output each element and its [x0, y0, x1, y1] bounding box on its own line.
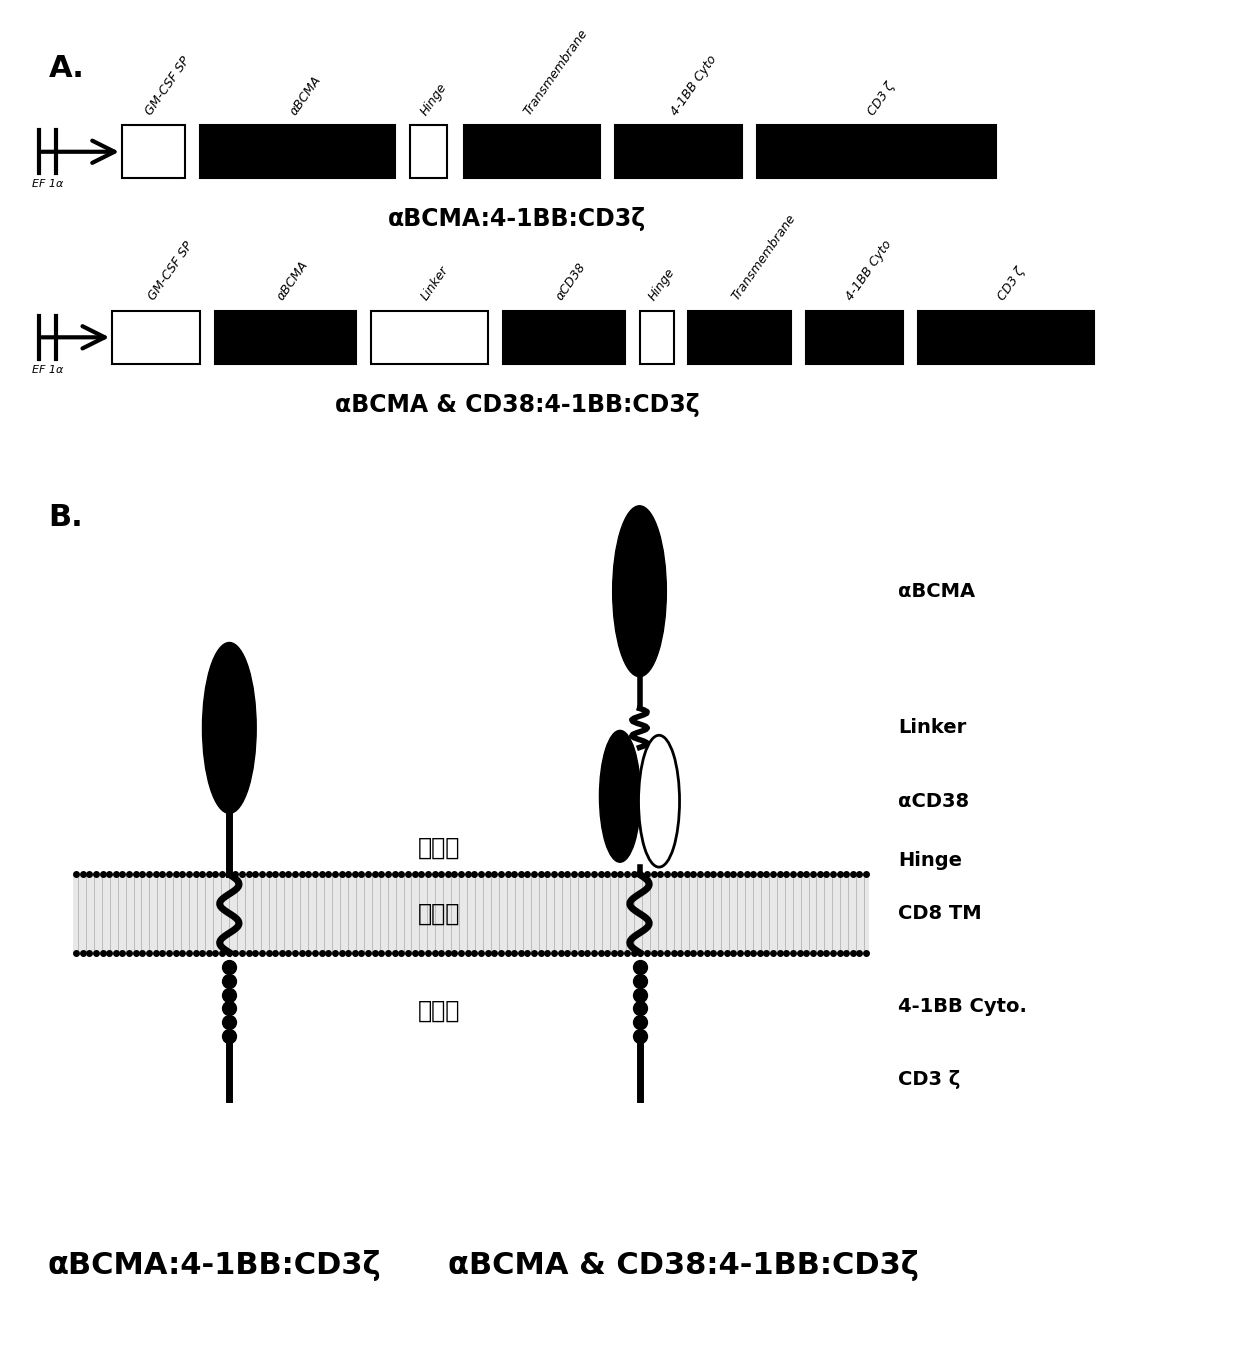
Text: Transmembrane: Transmembrane — [729, 212, 799, 304]
Text: CD3 ζ: CD3 ζ — [898, 1070, 961, 1089]
Ellipse shape — [202, 643, 257, 814]
Text: Hinge: Hinge — [898, 852, 962, 871]
Bar — [640, 311, 673, 363]
Text: αCD38: αCD38 — [553, 260, 588, 304]
Bar — [615, 125, 742, 178]
Text: A.: A. — [48, 54, 84, 83]
Bar — [756, 125, 996, 178]
Text: αBCMA & CD38:4-1BB:CD3ζ: αBCMA & CD38:4-1BB:CD3ζ — [448, 1250, 919, 1280]
Ellipse shape — [599, 731, 641, 862]
Bar — [200, 125, 396, 178]
Text: EF 1α: EF 1α — [32, 365, 63, 374]
Bar — [215, 311, 356, 363]
Text: αBCMA: αBCMA — [286, 73, 324, 118]
Text: Linker: Linker — [898, 719, 966, 738]
Text: αBCMA & CD38:4-1BB:CD3ζ: αBCMA & CD38:4-1BB:CD3ζ — [335, 393, 699, 418]
Bar — [918, 311, 1094, 363]
Text: B.: B. — [48, 503, 83, 533]
Text: Hinge: Hinge — [646, 266, 677, 304]
Text: 4-1BB Cyto: 4-1BB Cyto — [668, 53, 719, 118]
Ellipse shape — [639, 735, 680, 866]
Text: CD8 TM: CD8 TM — [898, 904, 982, 923]
Ellipse shape — [613, 506, 666, 677]
Bar — [73, 875, 869, 952]
Text: 细胞内: 细胞内 — [418, 999, 460, 1024]
Text: αBCMA:4-1BB:CD3ζ: αBCMA:4-1BB:CD3ζ — [48, 1250, 382, 1280]
Bar — [410, 125, 448, 178]
Text: 细胞膜: 细胞膜 — [418, 902, 460, 926]
Text: EF 1α: EF 1α — [32, 179, 63, 188]
Text: CD3 ζ: CD3 ζ — [866, 80, 898, 118]
Bar — [371, 311, 489, 363]
Bar — [122, 125, 186, 178]
Text: CD3 ζ: CD3 ζ — [994, 266, 1027, 304]
Text: GM-CSF SP: GM-CSF SP — [145, 240, 196, 304]
Bar — [502, 311, 625, 363]
Text: αBCMA: αBCMA — [898, 582, 976, 601]
Text: αCD38: αCD38 — [898, 792, 970, 811]
Text: Hinge: Hinge — [418, 80, 449, 118]
Bar — [112, 311, 200, 363]
Text: 细胞外: 细胞外 — [418, 837, 460, 860]
Text: αBCMA: αBCMA — [275, 259, 311, 304]
Text: 4-1BB Cyto.: 4-1BB Cyto. — [898, 997, 1027, 1016]
Text: GM-CSF SP: GM-CSF SP — [143, 54, 193, 118]
Text: Transmembrane: Transmembrane — [522, 27, 590, 118]
Text: 4-1BB Cyto: 4-1BB Cyto — [843, 239, 895, 304]
Bar — [688, 311, 791, 363]
Text: Linker: Linker — [419, 264, 451, 304]
Bar — [464, 125, 600, 178]
Bar — [806, 311, 903, 363]
Text: αBCMA:4-1BB:CD3ζ: αBCMA:4-1BB:CD3ζ — [388, 207, 646, 232]
